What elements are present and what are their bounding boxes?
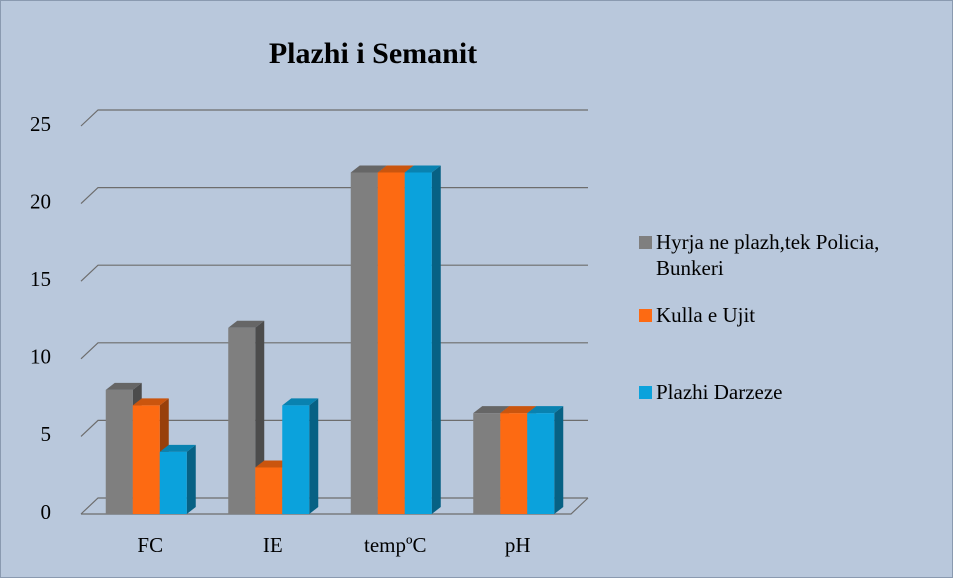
y-tick-label: 25 — [30, 112, 51, 136]
bar — [282, 398, 319, 514]
legend-item: Kulla e Ujit — [639, 302, 939, 328]
y-tick-label: 10 — [30, 345, 51, 369]
grid-line — [80, 109, 588, 127]
x-tick-label: tempºC — [364, 533, 427, 557]
bar-front — [132, 405, 160, 514]
bar-top — [132, 398, 169, 406]
x-tick-label: pH — [505, 533, 531, 557]
bar-front — [377, 172, 405, 514]
y-tick-label: 5 — [41, 422, 52, 446]
legend-item: Hyrja ne plazh,tek Policia, Bunkeri — [639, 229, 939, 281]
bar-top — [500, 406, 537, 414]
bar-top — [350, 165, 387, 173]
bar-front — [404, 172, 432, 514]
legend-swatch — [639, 236, 652, 249]
bar-top — [377, 165, 414, 173]
y-tick-label: 20 — [30, 189, 51, 213]
bar-front — [282, 405, 310, 514]
bar-top — [473, 406, 510, 414]
x-tick-label: IE — [263, 533, 283, 557]
bar-side — [554, 406, 564, 514]
bar-front — [500, 413, 528, 514]
grid-line — [80, 187, 588, 205]
legend-label: Plazhi Darzeze — [656, 380, 783, 404]
legend-label: Hyrja ne plazh,tek Policia, Bunkeri — [656, 230, 880, 280]
bar — [159, 444, 196, 514]
bar-front — [473, 413, 501, 514]
legend-label: Kulla e Ujit — [656, 303, 756, 327]
bar-top — [159, 444, 196, 452]
bar-top — [105, 382, 142, 390]
legend-swatch — [639, 309, 652, 322]
bar-front — [228, 327, 256, 514]
bar-side — [431, 165, 441, 514]
y-tick-label: 0 — [41, 500, 52, 524]
y-tick-label: 15 — [30, 267, 51, 291]
bar-front — [350, 172, 378, 514]
bar-top — [282, 398, 319, 406]
grid-line — [80, 342, 588, 360]
chart-title: Plazhi i Semanit — [269, 37, 477, 70]
bar-top — [527, 406, 564, 414]
bar-front — [159, 451, 187, 514]
x-tick-label: FC — [137, 533, 163, 557]
legend-swatch — [639, 386, 652, 399]
bar-front — [527, 413, 555, 514]
bar-top — [228, 320, 265, 328]
bar-side — [309, 398, 319, 514]
bar — [527, 406, 564, 514]
bar-front — [105, 389, 133, 514]
bar-top — [404, 165, 441, 173]
legend-item: Plazhi Darzeze — [639, 379, 939, 405]
bar — [404, 165, 441, 514]
bar-side — [186, 444, 196, 514]
bar — [132, 398, 169, 514]
bar-front — [255, 467, 283, 514]
grid-line — [80, 264, 588, 282]
